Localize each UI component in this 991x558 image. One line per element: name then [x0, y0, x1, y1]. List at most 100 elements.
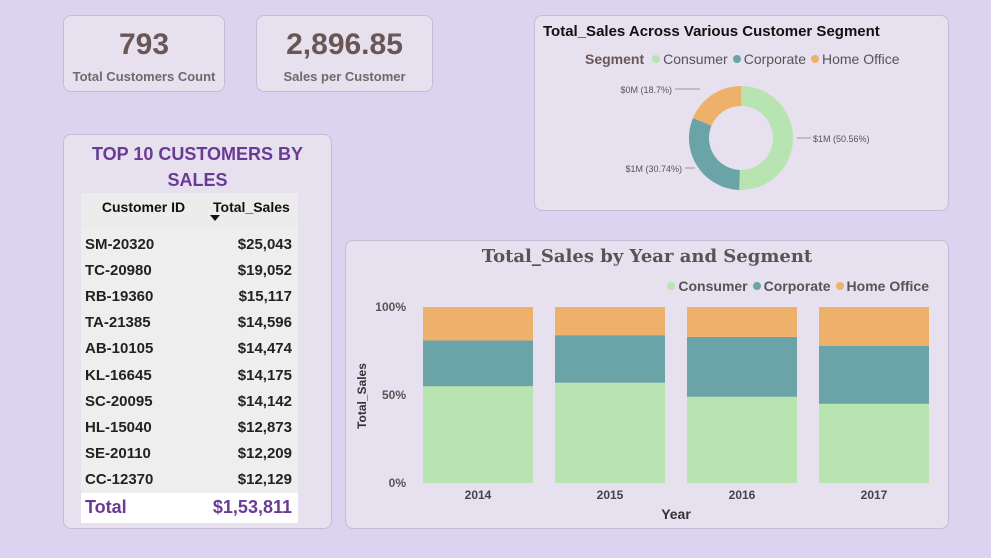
table-row[interactable]: SC-20095 $14,142	[81, 388, 298, 414]
y-tick-label: 50%	[382, 388, 406, 402]
x-tick-label: 2017	[861, 488, 888, 502]
cell-customer-id: HL-15040	[85, 418, 152, 436]
cell-customer-id: SM-20320	[85, 235, 155, 253]
table-total-row: Total $1,53,811	[81, 492, 298, 523]
bar-segment[interactable]	[555, 307, 665, 336]
cell-total-sales: $25,043	[237, 235, 292, 253]
cell-total-sales: $12,129	[237, 471, 292, 489]
kpi-customers-value: 793	[118, 28, 170, 61]
total-value: $1,53,811	[212, 497, 292, 518]
donut-slice[interactable]	[739, 86, 793, 190]
kpi-card-customers[interactable]: 793 Total Customers Count	[63, 15, 225, 92]
legend-label: Home Office	[821, 51, 900, 67]
table-row[interactable]: CC-12370 $12,129	[81, 467, 298, 493]
bar-segment[interactable]	[687, 336, 797, 397]
bar-chart-title: Total_Sales by Year and Segment	[481, 246, 813, 267]
donut-data-label: $1M (50.56%)	[813, 134, 870, 144]
y-axis-title: Total_Sales	[355, 363, 369, 429]
legend-item[interactable]: Consumer	[667, 278, 748, 294]
top-customers-table[interactable]: Customer ID Total_Sales SM-20320 $25,043 T…	[81, 193, 298, 523]
bar-segment[interactable]	[687, 307, 797, 337]
legend-item[interactable]: Home Office	[810, 51, 900, 67]
table-row[interactable]: AB-10105 $14,474	[81, 336, 298, 362]
kpi-sales-label: Sales per Customer	[283, 69, 406, 84]
kpi-sales-value: 2,896.85	[286, 28, 403, 61]
cell-total-sales: $15,117	[238, 287, 292, 305]
cell-total-sales: $14,596	[237, 314, 292, 332]
legend-label: Consumer	[663, 51, 728, 67]
cell-customer-id: TC-20980	[85, 261, 152, 279]
legend-label: Corporate	[763, 278, 831, 294]
table-header: Customer ID Total_Sales	[81, 193, 298, 228]
cell-customer-id: KL-16645	[85, 366, 152, 384]
donut-slice[interactable]	[693, 86, 741, 126]
bar-legend: Consumer Corporate Home Office	[667, 278, 934, 294]
cell-customer-id: CC-12370	[85, 471, 154, 489]
sort-descending-icon[interactable]	[210, 215, 220, 221]
total-label: Total	[85, 497, 127, 518]
segment-donut-chart[interactable]: $1M (50.56%) $1M (30.74%) $0M (18.7%)	[535, 16, 950, 212]
cell-customer-id: SE-20110	[85, 445, 151, 463]
bar-segment[interactable]	[819, 403, 929, 483]
cell-customer-id: AB-10105	[85, 340, 154, 358]
x-tick-label: 2015	[597, 488, 624, 502]
top-customers-card[interactable]: TOP 10 CUSTOMERS BY SALES Customer ID To…	[63, 134, 332, 529]
legend-dot-icon	[810, 55, 819, 63]
legend-label: Home Office	[846, 278, 929, 294]
donut-data-label: $1M (30.74%)	[625, 164, 682, 174]
x-tick-label: 2014	[465, 488, 492, 502]
kpi-card-sales-per-customer[interactable]: 2,896.85 Sales per Customer	[256, 15, 433, 92]
bar-segment[interactable]	[819, 307, 929, 346]
legend-item[interactable]: Consumer	[652, 51, 728, 67]
cell-total-sales: $19,052	[237, 261, 292, 279]
cell-customer-id: RB-19360	[85, 287, 154, 305]
legend-item[interactable]: Corporate	[732, 51, 806, 67]
bar-segment[interactable]	[555, 382, 665, 483]
table-row[interactable]: SE-20110 $12,209	[81, 441, 298, 467]
year-segment-bar-card[interactable]: 0% 50% 100% 2014 2015 2016 2017 Year Total_Sales…	[345, 240, 949, 529]
bar-segment[interactable]	[819, 345, 929, 404]
y-tick-label: 100%	[375, 300, 406, 314]
column-header-total-sales[interactable]: Total_Sales	[213, 199, 290, 215]
cell-customer-id: TA-21385	[85, 314, 151, 332]
legend-item[interactable]: Home Office	[835, 278, 929, 294]
segment-donut-card[interactable]: $1M (50.56%) $1M (30.74%) $0M (18.7%) Tota…	[534, 15, 949, 211]
legend-label: Consumer	[678, 278, 748, 294]
table-row[interactable]: SM-20320 $25,043	[81, 231, 298, 257]
donut-slice[interactable]	[689, 117, 740, 190]
legend-dot-icon	[835, 282, 844, 290]
legend-dot-icon	[652, 55, 661, 63]
bar-segment[interactable]	[423, 307, 533, 341]
donut-legend: Segment Consumer Corporate Home Office	[585, 51, 905, 67]
legend-item[interactable]: Corporate	[752, 278, 831, 294]
cell-customer-id: SC-20095	[85, 392, 153, 410]
year-segment-bar-chart[interactable]: 0% 50% 100% 2014 2015 2016 2017 Year Total_Sales	[346, 241, 950, 530]
table-row[interactable]: TC-20980 $19,052	[81, 257, 298, 283]
cell-total-sales: $12,209	[237, 445, 292, 463]
x-tick-label: 2016	[729, 488, 756, 502]
cell-total-sales: $14,142	[237, 392, 292, 410]
bar-segment[interactable]	[555, 335, 665, 383]
legend-dot-icon	[732, 55, 741, 63]
bar-segment[interactable]	[687, 396, 797, 483]
table-body: SM-20320 $25,043 TC-20980 $19,052 RB-19360 $1…	[81, 228, 298, 493]
table-row[interactable]: KL-16645 $14,175	[81, 362, 298, 388]
bar-segment[interactable]	[423, 386, 533, 483]
legend-dot-icon	[752, 282, 761, 290]
table-row[interactable]: TA-21385 $14,596	[81, 310, 298, 336]
cell-total-sales: $14,175	[237, 366, 292, 384]
cell-total-sales: $14,474	[237, 340, 292, 358]
kpi-customers-label: Total Customers Count	[72, 69, 216, 84]
cell-total-sales: $12,873	[237, 418, 292, 436]
x-axis-title: Year	[661, 506, 691, 522]
y-tick-label: 0%	[389, 476, 407, 490]
donut-chart-title: Total_Sales Across Various Customer Segm…	[543, 23, 880, 40]
table-row[interactable]: HL-15040 $12,873	[81, 414, 298, 440]
column-header-customer-id[interactable]: Customer ID	[101, 199, 186, 215]
legend-label: Corporate	[743, 51, 806, 67]
donut-data-label: $0M (18.7%)	[620, 85, 672, 95]
donut-legend-title: Segment	[585, 51, 645, 67]
top-customers-title: TOP 10 CUSTOMERS BY SALES	[91, 144, 304, 190]
table-row[interactable]: RB-19360 $15,117	[81, 283, 298, 309]
bar-segment[interactable]	[423, 340, 533, 387]
